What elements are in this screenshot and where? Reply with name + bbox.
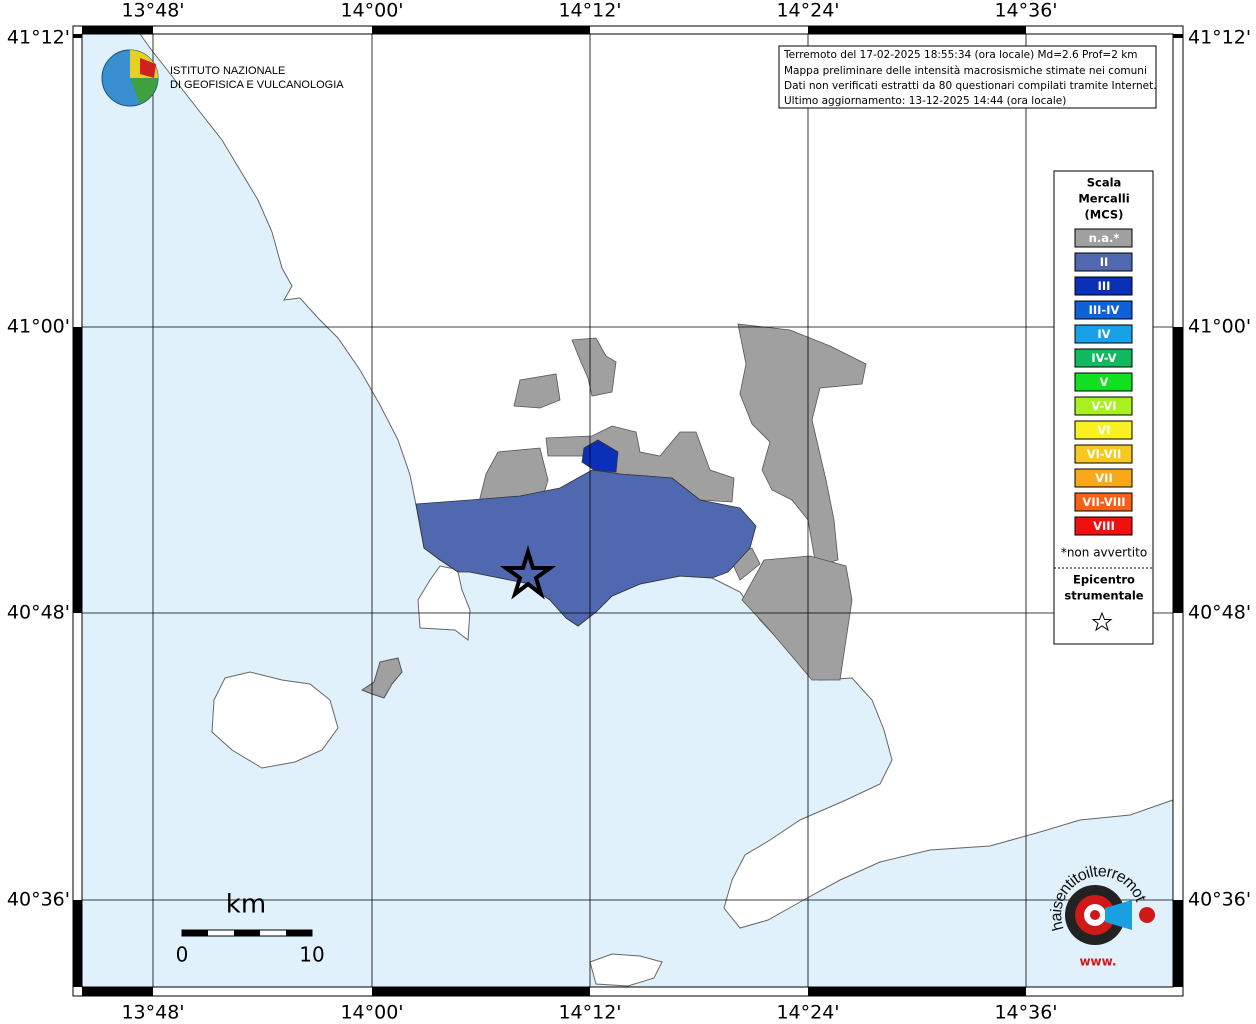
frame-segment — [1173, 327, 1183, 613]
latitude-label: 40°48' — [7, 602, 70, 624]
municipality-iii — [581, 439, 619, 473]
municipality — [513, 373, 561, 409]
latitude-label: 40°48' — [1188, 602, 1251, 624]
legend: Scala Mercalli (MCS) *non avvertito Epic… — [1053, 170, 1154, 645]
info-line: Dati non verificati estratti da 80 quest… — [784, 80, 1157, 92]
info-box-frame — [778, 45, 1157, 109]
scale-bar: km 0 10 — [176, 890, 325, 967]
legend-label: III — [1098, 279, 1111, 293]
longitude-label: 14°36' — [994, 0, 1057, 22]
info-line: Ultimo aggiornamento: 13-12-2025 14:44 (… — [784, 95, 1066, 107]
frame-segment — [808, 26, 1026, 34]
ischia — [211, 671, 339, 769]
legend-epicenter: Epicentro — [1073, 573, 1135, 587]
info-line: Terremoto del 17-02-2025 18:55:34 (ora l… — [783, 49, 1138, 61]
legend-swatch — [1074, 396, 1133, 416]
legend-label: V — [1100, 375, 1109, 389]
longitude-label: 14°12' — [558, 1002, 621, 1024]
legend-label: n.a.* — [1089, 231, 1120, 245]
info-line: Mappa preliminare delle intensità macros… — [784, 65, 1147, 77]
latitude-label: 41°12' — [7, 27, 70, 49]
logo-globe-part — [140, 58, 156, 78]
capri — [589, 953, 663, 987]
legend-star — [1091, 611, 1113, 632]
legend-swatch — [1074, 348, 1133, 368]
legend-label: IV — [1097, 327, 1110, 341]
logo-globe-part — [130, 78, 158, 104]
legend-swatch — [1074, 420, 1133, 440]
legend-label: IV-V — [1091, 351, 1116, 365]
municipality — [571, 337, 617, 397]
legend-swatch — [1074, 372, 1133, 392]
frame-segment — [372, 987, 590, 996]
legend-label: VI — [1097, 423, 1110, 437]
municipality-ii — [415, 469, 757, 627]
longitude-label: 14°12' — [558, 0, 621, 22]
municipality — [741, 555, 853, 681]
legend-label: VI-VII — [1087, 447, 1122, 461]
logo-badge — [1139, 907, 1155, 923]
coordinate-labels: 13°48' 13°48' 14°00' 14°00' 14°12' 14°12' 14°2… — [7, 0, 1251, 1024]
graticule — [82, 34, 1173, 987]
logo-target — [1090, 910, 1100, 920]
logo-www: www. — [1079, 955, 1116, 969]
legend-swatch — [1074, 468, 1133, 488]
institute-name: DI GEOFISICA E VULCANOLOGIA — [170, 79, 344, 91]
frame-segment — [1173, 900, 1183, 987]
scale-end: 10 — [299, 943, 324, 967]
legend-label: VII — [1095, 471, 1112, 485]
institute-name: ISTITUTO NAZIONALE — [170, 65, 285, 77]
frame-segment — [82, 987, 153, 996]
logo-megaphone — [1105, 900, 1132, 930]
scale-start: 0 — [176, 943, 189, 967]
ingv-logo: ISTITUTO NAZIONALE DI GEOFISICA E VULCAN… — [101, 49, 344, 107]
legend-swatch — [1074, 228, 1133, 248]
scale-bar-segment — [182, 930, 208, 936]
legend-label: II — [1100, 255, 1109, 269]
frame-segment — [808, 987, 1026, 996]
legend-label: V-VI — [1091, 399, 1116, 413]
longitude-label: 14°24' — [776, 1002, 839, 1024]
longitude-label: 14°36' — [994, 1002, 1057, 1024]
frame-segment — [73, 34, 82, 38]
longitude-label: 14°24' — [776, 0, 839, 22]
legend-label: VII-VIII — [1082, 495, 1125, 509]
longitude-label: 13°48' — [121, 0, 184, 22]
longitude-label: 14°00' — [340, 1002, 403, 1024]
frame — [72, 25, 1184, 997]
legend-label: III-IV — [1089, 303, 1120, 317]
frame-segment — [73, 900, 82, 987]
legend-label: VIII — [1093, 519, 1115, 533]
latitude-label: 41°12' — [1188, 27, 1251, 49]
info-box: Terremoto del 17-02-2025 18:55:34 (ora l… — [778, 45, 1157, 109]
epicenter-star — [499, 545, 557, 600]
frame-segment — [82, 26, 153, 34]
legend-title: Mercalli — [1078, 192, 1129, 206]
legend-note: *non avvertito — [1061, 546, 1147, 560]
legend-swatch — [1074, 300, 1133, 320]
scale-bar-segment — [286, 930, 312, 936]
longitude-label: 13°48' — [121, 1002, 184, 1024]
frame-segment — [372, 26, 590, 34]
scale-unit: km — [226, 890, 266, 920]
scale-bar-segment — [234, 930, 260, 936]
latitude-label: 41°00' — [1188, 316, 1251, 338]
legend-swatch — [1074, 276, 1133, 296]
legend-swatch — [1074, 516, 1133, 536]
legend-title: (MCS) — [1085, 208, 1124, 222]
latitude-label: 41°00' — [7, 316, 70, 338]
frame-segment — [1173, 34, 1183, 38]
latitude-label: 40°36' — [7, 889, 70, 911]
legend-title: Scala — [1087, 176, 1122, 190]
legend-swatch — [1074, 444, 1133, 464]
legend-swatch — [1074, 324, 1133, 344]
legend-epicenter: strumentale — [1064, 589, 1143, 603]
latitude-label: 40°36' — [1188, 889, 1251, 911]
legend-swatch — [1074, 492, 1133, 512]
legend-swatch — [1074, 252, 1133, 272]
longitude-label: 14°00' — [340, 0, 403, 22]
frame-segment — [73, 327, 82, 613]
